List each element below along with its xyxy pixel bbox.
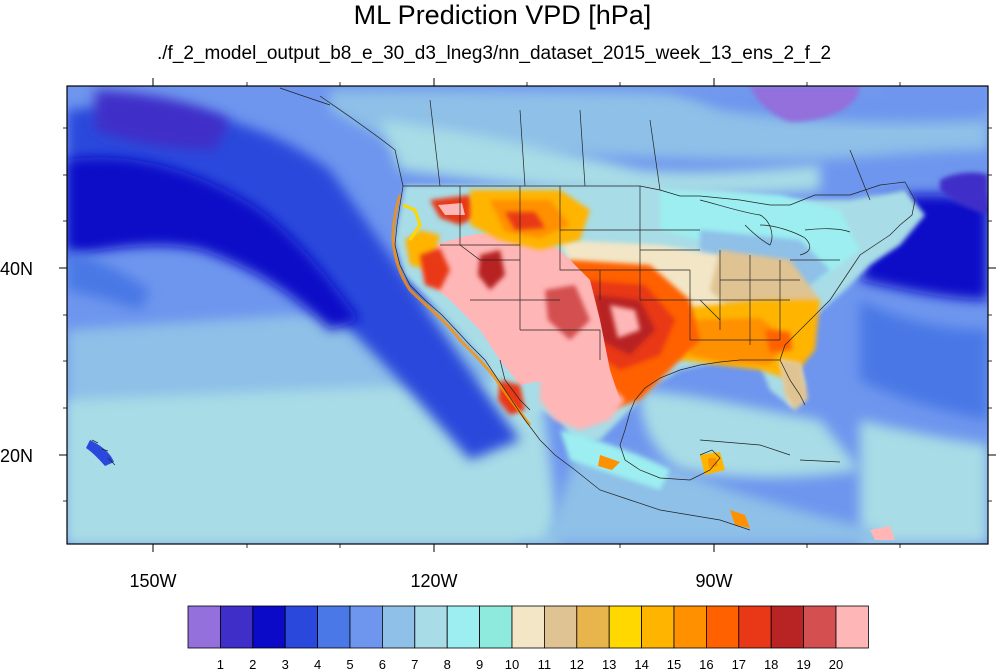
colorbar-label: 7 — [411, 657, 419, 672]
colorbar-swatch — [576, 605, 610, 649]
colorbar-swatch — [414, 605, 448, 649]
colorbar-swatch — [803, 605, 837, 649]
colorbar-label: 11 — [537, 657, 552, 672]
colorbar-swatch — [284, 605, 319, 649]
colorbar-label: 2 — [249, 657, 257, 672]
colorbar-swatch — [706, 605, 740, 649]
colorbar-label: 5 — [346, 657, 354, 672]
axis-ticks — [59, 78, 996, 552]
lon-label-150w: 150W — [129, 571, 177, 591]
colorbar-label: 20 — [828, 657, 844, 672]
colorbar-swatch — [381, 605, 416, 649]
colorbar-label: 8 — [443, 657, 451, 672]
colorbar-swatch — [511, 605, 545, 649]
colorbar-label: 14 — [634, 657, 649, 672]
colorbar-label: 3 — [281, 657, 289, 672]
chart-subtitle: ./f_2_model_output_b8_e_30_d3_lneg3/nn_d… — [157, 43, 832, 64]
colorbar-swatch — [252, 605, 286, 649]
colorbar-label: 9 — [475, 657, 484, 672]
colorbar-label: 19 — [796, 657, 811, 672]
colorbar-swatch — [608, 605, 643, 649]
colorbar-label: 17 — [731, 657, 747, 672]
colorbar-swatch — [349, 605, 383, 649]
colorbar-label: 15 — [666, 657, 682, 672]
colorbar-swatch — [187, 605, 221, 649]
colorbar-label: 13 — [601, 657, 617, 672]
colorbar-label: 12 — [569, 657, 585, 672]
colorbar-label: 16 — [699, 657, 714, 672]
colorbar-label: 6 — [378, 657, 387, 672]
lon-label-90w: 90W — [695, 571, 733, 591]
colorbar-swatch — [544, 605, 578, 649]
colorbar-swatch — [738, 605, 772, 649]
lon-label-120w: 120W — [410, 571, 458, 591]
colorbar-label: 18 — [763, 657, 779, 672]
colorbar-label: 1 — [216, 657, 225, 672]
chart-title: ML Prediction VPD [hPa] — [353, 0, 652, 30]
colorbar-swatch — [770, 605, 805, 649]
colorbar-label: 4 — [313, 657, 322, 672]
colorbar-swatch — [446, 605, 481, 649]
colorbar-swatch — [479, 605, 513, 649]
colorbar-swatch — [673, 605, 707, 649]
colorbar-swatch — [317, 605, 351, 649]
vpd-field — [67, 86, 988, 544]
lat-label-20n: 20N — [0, 446, 34, 466]
map-outlines — [91, 87, 916, 531]
lat-label-40n: 40N — [0, 259, 34, 279]
colorbar-swatch — [641, 605, 675, 649]
colorbar-swatch — [219, 605, 254, 649]
colorbar — [187, 605, 869, 649]
colorbar-label: 10 — [504, 657, 520, 672]
axis-minor-ticks — [63, 82, 992, 548]
colorbar-swatch — [835, 605, 869, 649]
